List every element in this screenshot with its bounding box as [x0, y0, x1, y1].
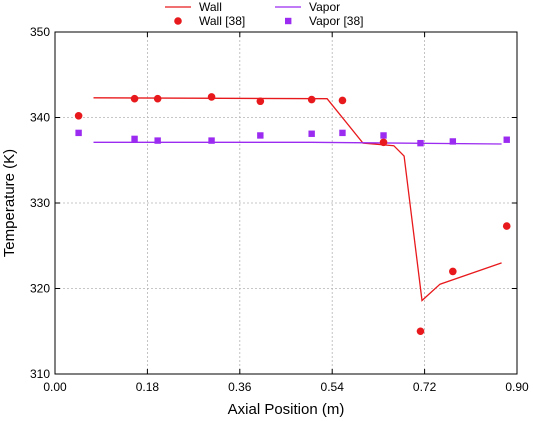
grid-lines [55, 32, 517, 374]
legend-swatch [285, 17, 292, 25]
data-point-vapor-38 [308, 130, 315, 137]
data-point-wall-38 [379, 138, 388, 147]
data-point-vapor-38 [75, 129, 82, 137]
data-point-wall-38 [449, 267, 457, 276]
y-tick-label: 340 [30, 111, 50, 125]
data-point-wall-38 [416, 327, 425, 336]
series-line-wall [93, 97, 502, 302]
data-point-wall-38 [153, 94, 162, 103]
y-axis-label: Temperature (K) [1, 149, 18, 257]
x-tick-label: 0.72 [413, 380, 437, 394]
x-tick-label: 0.00 [43, 380, 67, 394]
data-point-vapor-38 [503, 136, 510, 143]
series-line-vapor [93, 141, 502, 145]
data-point-vapor-38 [257, 132, 264, 139]
legend-label: Vapor [309, 0, 340, 14]
data-point-vapor-38 [154, 137, 161, 144]
data-point-wall-38 [256, 97, 265, 106]
series-markers [74, 93, 511, 336]
y-tick-label: 330 [30, 196, 50, 210]
data-point-vapor-38 [417, 139, 424, 147]
legend-label: Wall [38] [199, 14, 245, 28]
axis-ticks: 0.00 0.18 0.36 0.54 0.72 0.90 310 320 330 340 350 [30, 25, 529, 394]
series-lines [93, 97, 502, 302]
data-point-wall-38 [338, 96, 347, 105]
legend: Wall Vapor Wall [38] Vapor [38] [165, 0, 363, 28]
data-point-vapor-38 [208, 137, 215, 144]
data-point-vapor-38 [449, 138, 457, 145]
data-point-wall-38 [502, 222, 511, 230]
legend-label: Vapor [38] [309, 14, 363, 28]
data-point-wall-38 [130, 94, 139, 103]
x-tick-label: 0.18 [136, 380, 160, 394]
data-point-wall-38 [207, 93, 216, 101]
x-tick-label: 0.36 [228, 380, 252, 394]
x-axis-label: Axial Position (m) [228, 401, 345, 418]
y-tick-label: 320 [30, 282, 50, 296]
data-point-wall-38 [74, 111, 83, 120]
legend-label: Wall [199, 0, 222, 14]
data-point-vapor-38 [339, 129, 346, 137]
y-tick-label: 310 [30, 367, 50, 381]
data-point-vapor-38 [131, 135, 138, 143]
x-tick-label: 0.54 [321, 380, 345, 394]
legend-swatch [174, 17, 182, 25]
y-tick-label: 350 [30, 25, 50, 39]
data-point-vapor-38 [380, 132, 387, 139]
x-tick-label: 0.90 [505, 380, 529, 394]
data-point-wall-38 [307, 95, 316, 104]
